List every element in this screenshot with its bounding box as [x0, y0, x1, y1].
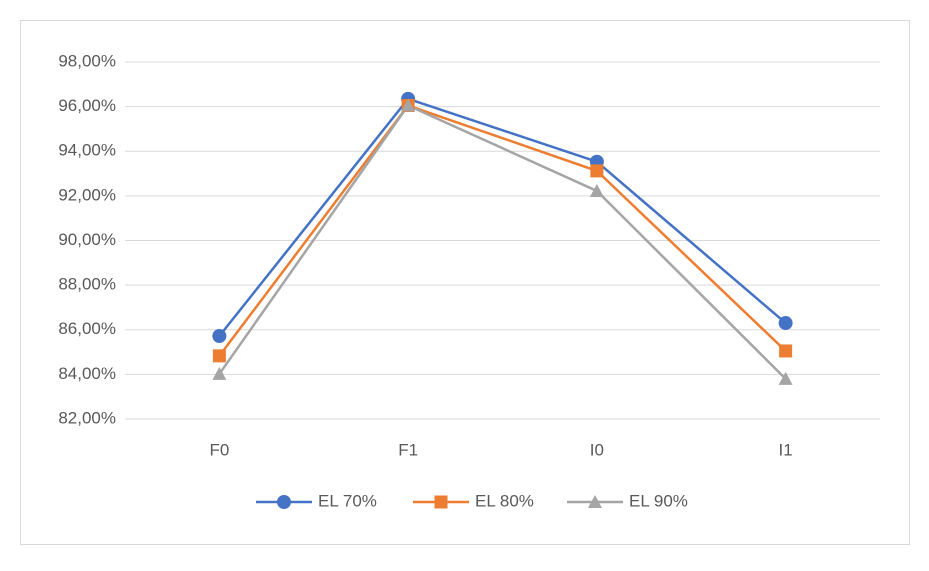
x-tick-label: I1 [779, 440, 793, 459]
series-line [218, 97, 787, 337]
series-line [218, 103, 787, 380]
y-tick-label: 92,00% [58, 185, 116, 204]
marker [212, 349, 226, 363]
y-tick-label: 94,00% [58, 141, 116, 160]
chart-border [20, 20, 910, 545]
y-tick-label: 98,00% [58, 51, 116, 70]
y-tick-label: 86,00% [58, 319, 116, 338]
marker [212, 328, 227, 343]
marker [434, 495, 448, 509]
y-tick-label: 84,00% [58, 364, 116, 383]
x-tick-label: I0 [590, 440, 604, 459]
legend-label: EL 70% [318, 491, 377, 510]
y-tick-label: 88,00% [58, 275, 116, 294]
marker [778, 316, 793, 331]
marker [590, 164, 604, 178]
y-tick-label: 82,00% [58, 408, 116, 427]
marker [589, 183, 604, 197]
legend-label: EL 90% [629, 491, 688, 510]
marker [588, 495, 602, 508]
marker [778, 371, 793, 385]
legend-label: EL 80% [475, 491, 534, 510]
marker [212, 366, 227, 380]
x-tick-label: F1 [398, 440, 418, 459]
marker [779, 344, 793, 358]
x-tick-label: F0 [209, 440, 229, 459]
marker [401, 98, 416, 112]
series-line [218, 104, 787, 357]
marker [277, 495, 291, 509]
y-tick-label: 90,00% [58, 230, 116, 249]
y-tick-label: 96,00% [58, 96, 116, 115]
